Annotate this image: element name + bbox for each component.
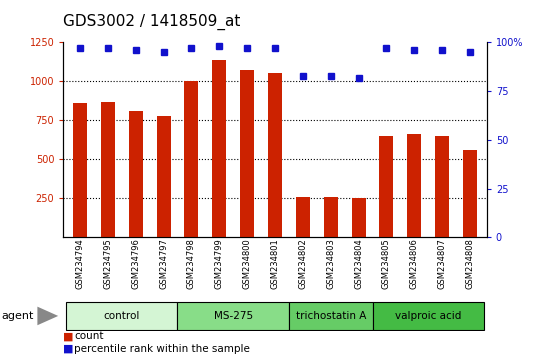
FancyBboxPatch shape — [66, 302, 178, 330]
Text: trichostatin A: trichostatin A — [295, 311, 366, 321]
Bar — [268, 73, 282, 237]
Text: valproic acid: valproic acid — [395, 311, 461, 321]
Text: percentile rank within the sample: percentile rank within the sample — [74, 344, 250, 354]
Text: ■: ■ — [63, 344, 74, 354]
Text: MS-275: MS-275 — [213, 311, 253, 321]
Bar — [408, 135, 421, 237]
Bar — [296, 198, 310, 237]
Text: control: control — [103, 311, 140, 321]
Bar — [73, 103, 87, 237]
Bar — [324, 197, 338, 237]
Text: count: count — [74, 331, 104, 341]
Bar — [351, 198, 366, 237]
Text: ■: ■ — [63, 331, 74, 341]
Bar — [240, 70, 254, 237]
Bar — [379, 136, 393, 237]
Polygon shape — [37, 307, 58, 325]
FancyBboxPatch shape — [289, 302, 372, 330]
Bar — [101, 102, 115, 237]
Bar — [184, 81, 199, 237]
FancyBboxPatch shape — [372, 302, 484, 330]
Bar — [463, 150, 477, 237]
Bar — [129, 111, 142, 237]
Text: agent: agent — [1, 311, 34, 321]
Text: GDS3002 / 1418509_at: GDS3002 / 1418509_at — [63, 14, 241, 30]
Bar — [157, 116, 170, 237]
Bar — [212, 59, 226, 237]
FancyBboxPatch shape — [178, 302, 289, 330]
Bar — [435, 136, 449, 237]
